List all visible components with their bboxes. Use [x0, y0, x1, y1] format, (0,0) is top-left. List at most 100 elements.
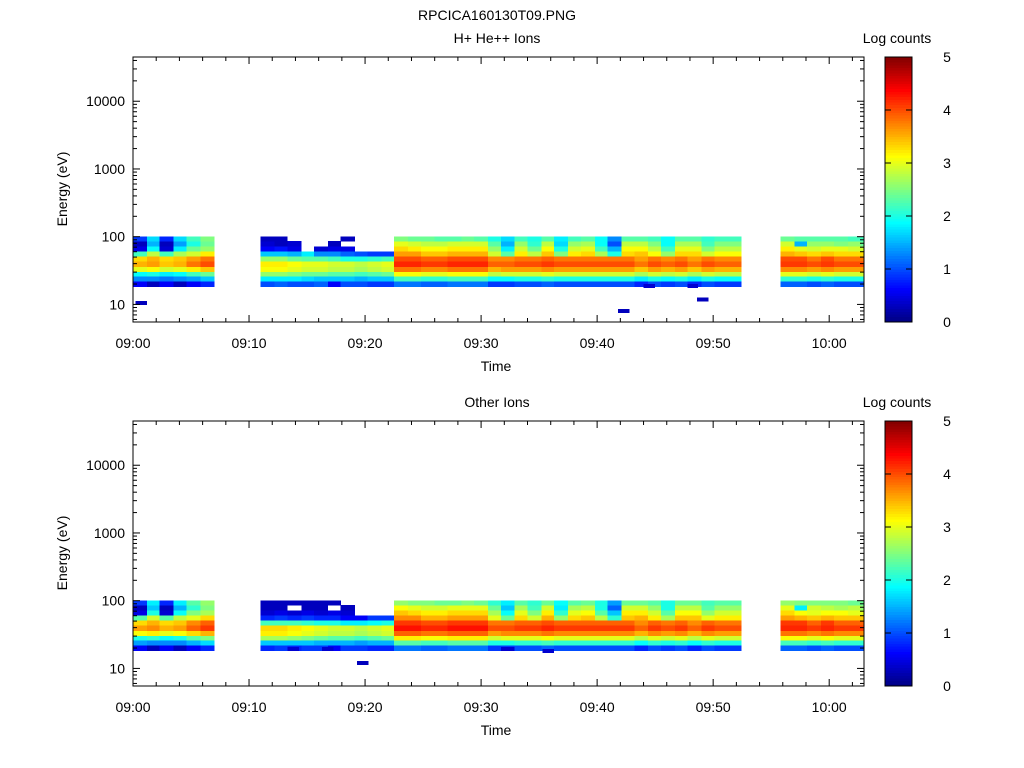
heatmap-cell [461, 640, 475, 646]
heatmap-cell [568, 635, 582, 641]
heatmap-cell [527, 276, 542, 282]
heatmap-cell [434, 640, 448, 646]
heatmap-cell [541, 271, 555, 277]
colorbar-step [885, 646, 912, 650]
heatmap-cell [794, 635, 808, 641]
heatmap-cell [648, 276, 662, 282]
heatmap-cell [794, 625, 808, 631]
heatmap-cell [474, 271, 489, 277]
heatmap-cell [568, 640, 582, 646]
heatmap-cell [807, 241, 822, 247]
heatmap-cell [580, 605, 596, 611]
heatmap-cell [420, 236, 435, 242]
heatmap-cell [621, 645, 635, 652]
heatmap-cell [488, 246, 502, 252]
colorbar-step [885, 99, 912, 103]
heatmap-cell [381, 615, 395, 621]
heatmap-cell [634, 605, 649, 611]
heatmap-cell [687, 605, 702, 611]
heatmap-cell [634, 615, 649, 621]
heatmap-cell [394, 251, 409, 257]
heatmap-cell [146, 640, 160, 646]
heatmap-cell [287, 276, 302, 282]
heatmap-cell [714, 261, 729, 267]
heatmap-cell [408, 635, 422, 641]
heatmap-cell [173, 236, 187, 242]
heatmap-cell [146, 600, 160, 606]
heatmap-cell [541, 246, 555, 252]
heatmap-cell [420, 635, 435, 641]
heatmap-cell [821, 271, 835, 277]
heatmap-cell [648, 625, 662, 631]
heatmap-cell [461, 236, 475, 242]
colorbar-step [885, 282, 912, 286]
heatmap-cell [314, 281, 329, 288]
colorbar-step [885, 625, 912, 629]
heatmap-cell [701, 281, 715, 288]
heatmap-cell [847, 236, 861, 242]
heatmap-cell [314, 640, 329, 646]
heatmap-cell [260, 610, 275, 616]
heatmap-cell [133, 246, 148, 252]
heatmap-cell [780, 241, 795, 247]
heatmap-cell [807, 276, 822, 282]
heatmap-cell [648, 256, 662, 262]
heatmap-cell [833, 610, 849, 616]
heatmap-cell [159, 251, 174, 257]
heatmap-cell [714, 605, 729, 611]
panel-title: H+ He++ Ions [454, 30, 541, 46]
colorbar-step [885, 603, 912, 607]
heatmap-cell [474, 281, 489, 288]
colorbar-step [885, 234, 912, 238]
heatmap-cell [274, 630, 288, 637]
heatmap-cell [780, 635, 795, 641]
heatmap-cell [159, 610, 174, 616]
heatmap-cell [461, 645, 475, 652]
heatmap-cell [394, 645, 409, 652]
heatmap-cell [474, 615, 489, 621]
colorbar-step [885, 622, 912, 626]
colorbar-step [885, 587, 912, 591]
heatmap-cell [420, 261, 435, 267]
x-tick-label: 09:50 [696, 335, 731, 351]
heatmap-cell [687, 630, 702, 637]
heatmap-cell [461, 605, 475, 611]
colorbar-step [885, 436, 912, 440]
heatmap-cell [580, 271, 596, 277]
heatmap-cell [701, 645, 715, 652]
heatmap-cell [607, 600, 622, 606]
heatmap-cell [159, 635, 174, 641]
heatmap-cell [200, 605, 215, 611]
heatmap-cell [568, 271, 582, 277]
colorbar: 0 1 2 3 4 5 [884, 413, 951, 694]
heatmap-cell [568, 281, 582, 288]
heatmap-cell [833, 630, 849, 637]
heatmap-cell [260, 645, 275, 652]
heatmap-cell [833, 615, 849, 621]
heatmap-cell [568, 276, 582, 282]
heatmap-cell [807, 610, 822, 616]
colorbar-step [885, 598, 912, 602]
heatmap-cell [461, 635, 475, 641]
heatmap-cell [780, 620, 795, 626]
colorbar-step [885, 503, 912, 507]
heatmap-cell [780, 625, 795, 631]
colorbar-step [885, 271, 912, 275]
colorbar-step [885, 237, 912, 241]
heatmap-cell [420, 241, 435, 247]
colorbar-step [885, 593, 912, 597]
heatmap-cell [461, 251, 475, 257]
heatmap-cell [701, 256, 715, 262]
heatmap-cell [500, 241, 516, 247]
heatmap-cell [541, 266, 555, 273]
colorbar-step [885, 516, 912, 520]
colorbar-step [885, 595, 912, 599]
heatmap-cell [434, 281, 448, 288]
colorbar-step [885, 556, 912, 560]
heatmap-cell [607, 246, 622, 252]
colorbar-step [885, 115, 912, 119]
heatmap-cell [794, 241, 808, 247]
heatmap-cell [648, 630, 662, 637]
heatmap-cell [340, 251, 355, 257]
colorbar-step [885, 133, 912, 137]
